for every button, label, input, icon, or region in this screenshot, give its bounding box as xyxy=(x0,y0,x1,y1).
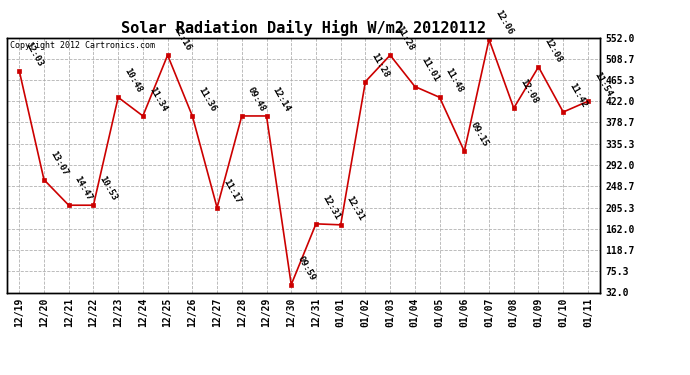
Text: 11:36: 11:36 xyxy=(197,86,218,113)
Text: 12:06: 12:06 xyxy=(493,9,515,37)
Text: 12:31: 12:31 xyxy=(320,193,342,221)
Text: 09:48: 09:48 xyxy=(246,86,267,113)
Text: 11:34: 11:34 xyxy=(147,86,168,113)
Text: 12:14: 12:14 xyxy=(270,86,292,113)
Text: 12:03: 12:03 xyxy=(23,40,45,68)
Text: 11:42: 11:42 xyxy=(567,81,589,109)
Text: 11:17: 11:17 xyxy=(221,177,242,205)
Text: 10:53: 10:53 xyxy=(97,175,119,202)
Text: 11:01: 11:01 xyxy=(419,56,440,84)
Text: 11:28: 11:28 xyxy=(394,25,415,52)
Text: 09:15: 09:15 xyxy=(469,121,490,148)
Text: 11:54: 11:54 xyxy=(592,71,613,99)
Text: 13:07: 13:07 xyxy=(48,149,70,177)
Text: 12:08: 12:08 xyxy=(542,36,564,64)
Text: 14:47: 14:47 xyxy=(73,175,94,202)
Text: 11:48: 11:48 xyxy=(444,67,465,94)
Text: 11:28: 11:28 xyxy=(370,51,391,79)
Text: 09:59: 09:59 xyxy=(295,254,317,282)
Text: 12:16: 12:16 xyxy=(172,25,193,52)
Text: 10:48: 10:48 xyxy=(122,67,144,94)
Text: 12:31: 12:31 xyxy=(345,194,366,222)
Text: Copyright 2012 Cartronics.com: Copyright 2012 Cartronics.com xyxy=(10,41,155,50)
Text: 12:08: 12:08 xyxy=(518,78,539,105)
Title: Solar Radiation Daily High W/m2 20120112: Solar Radiation Daily High W/m2 20120112 xyxy=(121,20,486,36)
